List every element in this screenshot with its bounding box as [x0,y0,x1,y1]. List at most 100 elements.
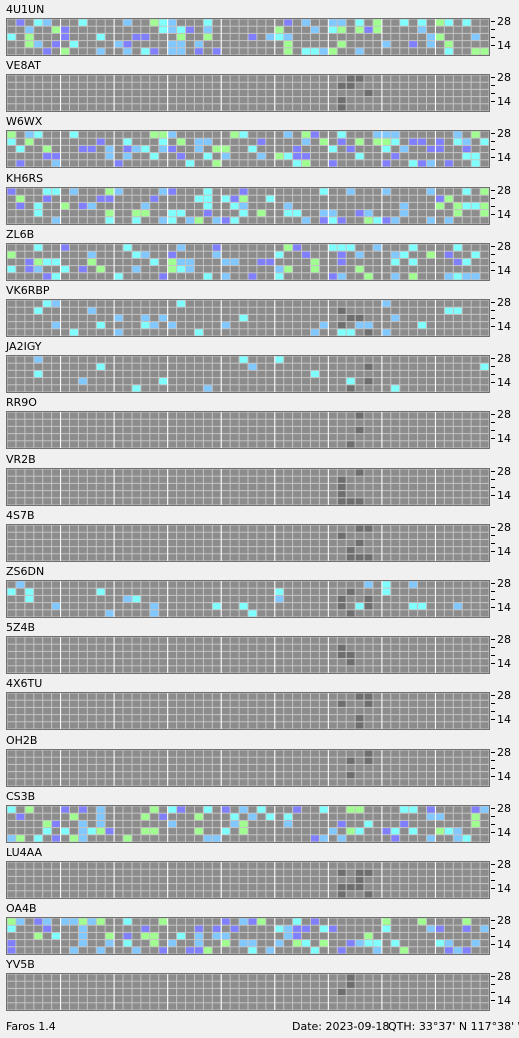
heatmap-cell [34,131,43,139]
heatmap-cell [328,307,337,314]
heatmap-cell [382,378,391,385]
heatmap-cell [186,188,194,195]
heatmap-cell [355,891,364,898]
heatmap-cell [221,813,230,820]
heatmap-cell [328,820,337,827]
heatmap-cell [444,258,453,265]
heatmap-cell [302,659,310,666]
heatmap-cell [257,771,266,778]
heatmap-cell [302,244,310,251]
heatmap-cell [212,216,221,224]
heatmap-cell [302,588,310,595]
band-scale: 28 14 [491,747,519,787]
hour-divider [434,356,436,393]
heatmap-cell [25,363,34,371]
heatmap-cell [69,708,78,715]
heatmap-cell [123,273,132,280]
heatmap-cell [418,539,427,546]
heatmap-cell [221,525,230,532]
heatmap-cell [132,659,141,666]
heatmap-cell [409,244,418,251]
heatmap-cell [337,48,346,55]
heatmap-cell [168,48,177,55]
hour-divider [381,862,383,898]
heatmap-cell [168,434,177,441]
heatmap-cell [61,539,69,546]
heatmap-cell [52,209,61,216]
heatmap-cell [471,153,480,160]
heatmap-cell [275,722,284,729]
heatmap-cell [453,41,462,48]
heatmap-cell [61,441,69,448]
heatmap-cell [123,996,132,1003]
heatmap-cell [284,588,293,595]
heatmap-cell [373,209,382,216]
heatmap-cell [114,610,123,617]
heatmap-cell [96,195,105,202]
heatmap-cell [43,715,52,722]
heatmap-cell [221,356,230,363]
heatmap-cell [310,258,319,265]
heatmap-cell [409,610,418,617]
heatmap-cell [427,41,435,48]
heatmap-cell [43,258,52,265]
heatmap-cell [418,209,427,216]
heatmap-cell [159,216,168,224]
heatmap-cell [480,483,489,490]
heatmap-cell [239,539,248,546]
heatmap-cell [337,160,346,167]
heatmap-cell [43,974,52,982]
heatmap-cell [480,209,489,216]
hour-divider [381,75,383,112]
heatmap-cell [453,385,462,392]
hour-divider [220,918,222,955]
heatmap-cell [123,48,132,55]
heatmap-cell [96,314,105,322]
heatmap-cell [177,420,186,427]
heatmap-cell [409,41,418,48]
heatmap-cell [391,835,400,842]
heatmap-cell [373,216,382,224]
heatmap-cell [364,202,373,209]
heatmap-cell [52,891,61,898]
heatmap-cell [105,265,114,273]
heatmap-cell [34,434,43,441]
heatmap-cell [471,146,480,153]
heatmap-cell [355,539,364,546]
heatmap-cell [239,48,248,55]
heatmap-cell [150,869,159,876]
heatmap-cell [310,652,319,659]
heatmap-cell [435,202,444,209]
heatmap-cell [177,806,186,813]
heatmap-cell [319,715,328,722]
band-tick [491,880,495,881]
heatmap-cell [444,131,453,139]
band-tick [491,141,495,143]
heatmap-cell [159,701,168,708]
heatmap-cell [141,982,150,989]
heatmap-cell [141,160,150,167]
heatmap-cell [248,363,257,371]
heatmap-cell [123,307,132,314]
heatmap-cell [409,378,418,385]
heatmap-cell [186,701,194,708]
heatmap-cell [364,385,373,392]
heatmap-cell [230,884,239,891]
heatmap-cell [69,996,78,1003]
heatmap-cell [319,104,328,111]
heatmap-cell [355,209,364,216]
heatmap-cell [471,216,480,224]
heatmap-cell [87,476,96,483]
heatmap-cell [418,918,427,925]
heatmap-cell [310,666,319,673]
heatmap-cell [471,778,480,786]
heatmap-cell [159,483,168,490]
heatmap-cell [159,982,168,989]
heatmap-cell [373,581,382,588]
heatmap-cell [480,469,489,476]
heatmap-cell [78,195,87,202]
heatmap-cell [400,588,409,595]
heatmap-cell [7,26,16,33]
heatmap-cell [364,412,373,420]
heatmap-cell [123,427,132,434]
